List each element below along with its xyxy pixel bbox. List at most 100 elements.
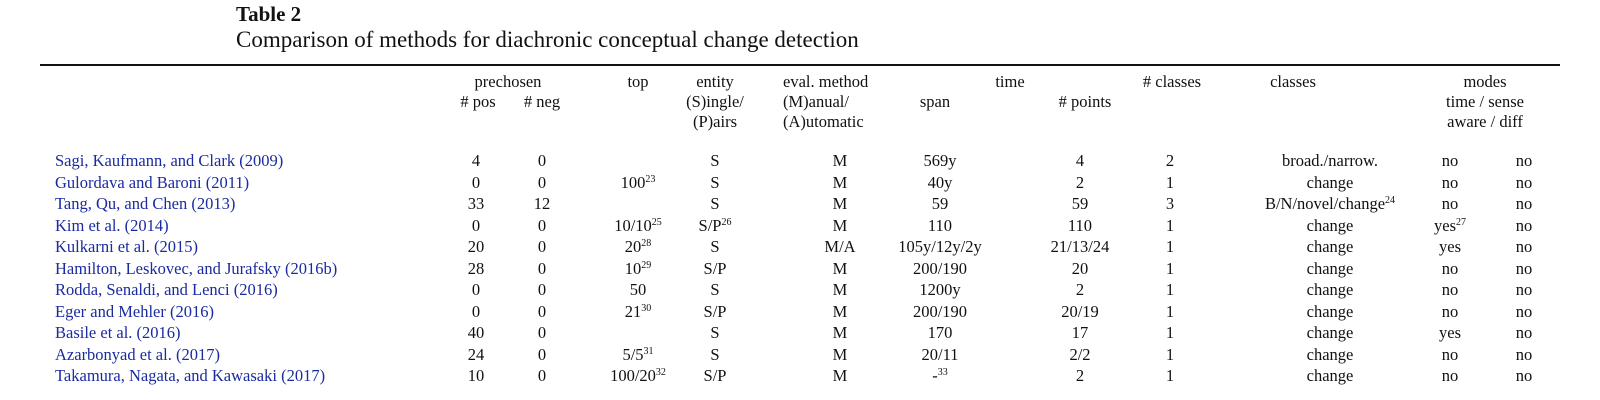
row-points: 20	[1020, 258, 1140, 279]
row-citation[interactable]: Rodda, Senaldi, and Lenci (2016)	[55, 279, 435, 300]
footnote-marker[interactable]: 32	[655, 367, 666, 378]
row-neg: 0	[512, 258, 572, 279]
header-span: span	[919, 92, 951, 111]
footnote-marker[interactable]: 24	[1385, 195, 1396, 206]
row-classes: change	[1210, 301, 1450, 322]
row-eval-value: M	[832, 280, 848, 299]
row-points-value: 2/2	[1069, 344, 1091, 364]
row-classes-value: change	[1306, 344, 1354, 364]
row-eval: M	[800, 193, 880, 214]
row-top-value: 20	[624, 237, 642, 256]
row-entity: S/P	[670, 365, 760, 386]
row-entity: S/P26	[670, 215, 760, 236]
row-span-value: 200/190	[912, 258, 968, 278]
row-entity-value: S/P	[703, 301, 727, 321]
row-citation-value: Eger and Mehler (2016)	[55, 301, 214, 321]
row-pos-value: 0	[471, 301, 481, 321]
row-classes: change	[1210, 279, 1450, 300]
row-classes-value: change	[1306, 172, 1354, 192]
footnote-marker[interactable]: 26	[721, 216, 732, 228]
footnote-marker[interactable]: 29	[641, 259, 652, 271]
row-span: 200/190	[870, 301, 1010, 322]
row-pos-value: 40	[467, 323, 485, 342]
footnote-marker[interactable]: 27	[1456, 216, 1466, 228]
row-top: 100/2032	[590, 365, 686, 386]
footnote-marker[interactable]: 28	[641, 238, 652, 249]
row-points-value: 110	[1067, 215, 1093, 235]
row-entity: S	[670, 172, 760, 193]
row-span: 569y	[870, 150, 1010, 171]
header-eval-2: (M)anual/	[783, 92, 849, 111]
row-eval-value: M	[832, 323, 848, 342]
row-neg-value: 0	[537, 172, 547, 192]
row-span-value: 40y	[927, 172, 953, 192]
row-citation[interactable]: Tang, Qu, and Chen (2013)	[55, 193, 435, 214]
row-diff-value: no	[1515, 323, 1533, 342]
row-aware-value: yes	[1439, 237, 1461, 256]
row-citation[interactable]: Azarbonyad et al. (2017)	[55, 344, 435, 365]
table-row: Sagi, Kaufmann, and Clark (2009) 4 0 S M 569y…	[0, 150, 1600, 171]
footnote-marker[interactable]: 33	[937, 367, 948, 378]
row-entity: S/P	[670, 258, 760, 279]
row-citation[interactable]: Eger and Mehler (2016)	[55, 301, 435, 322]
row-pos: 0	[448, 215, 504, 236]
row-citation[interactable]: Gulordava and Baroni (2011)	[55, 172, 435, 193]
row-aware-value: no	[1441, 194, 1459, 213]
header-prechosen: prechosen	[474, 72, 542, 91]
footnote-marker[interactable]: 23	[645, 173, 656, 185]
row-pos-value: 0	[471, 215, 481, 235]
row-eval: M	[800, 279, 880, 300]
row-entity: S	[670, 322, 760, 343]
row-neg: 0	[512, 301, 572, 322]
row-neg-value: 0	[537, 237, 547, 256]
row-entity-value: S	[710, 172, 720, 192]
row-points-value: 20	[1071, 258, 1089, 278]
row-aware-value: yes	[1439, 323, 1461, 342]
row-entity-value: S/P	[703, 366, 727, 385]
row-entity-value: S	[710, 323, 720, 342]
row-neg: 12	[512, 193, 572, 214]
row-aware: no	[1420, 279, 1480, 300]
row-diff: no	[1494, 365, 1554, 386]
row-nclasses: 1	[1150, 344, 1190, 365]
header-pos: # pos	[460, 92, 496, 111]
row-points: 2	[1020, 365, 1140, 386]
row-eval-value: M	[832, 194, 848, 213]
row-nclasses-value: 1	[1165, 172, 1175, 192]
row-citation[interactable]: Kim et al. (2014)	[55, 215, 435, 236]
row-citation[interactable]: Basile et al. (2016)	[55, 322, 435, 343]
footnote-marker[interactable]: 31	[643, 345, 654, 357]
row-neg: 0	[512, 279, 572, 300]
row-diff: no	[1494, 301, 1554, 322]
row-points-value: 2	[1075, 366, 1085, 385]
row-entity-value: S	[710, 151, 720, 170]
row-nclasses: 1	[1150, 258, 1190, 279]
row-nclasses: 2	[1150, 150, 1190, 171]
row-eval: M	[800, 365, 880, 386]
row-aware: no	[1420, 365, 1480, 386]
row-eval: M	[800, 215, 880, 236]
footnote-marker[interactable]: 25	[651, 216, 662, 228]
row-classes-value: B/N/novel/change	[1264, 194, 1386, 213]
row-citation[interactable]: Hamilton, Leskovec, and Jurafsky (2016b)	[55, 258, 435, 279]
table-title: Comparison of methods for diachronic con…	[236, 27, 859, 52]
row-top: 50	[590, 279, 686, 300]
row-span-value: 110	[927, 215, 953, 235]
row-pos: 24	[448, 344, 504, 365]
footnote-marker[interactable]: 30	[641, 302, 652, 314]
row-points-value: 2	[1075, 172, 1085, 192]
row-neg: 0	[512, 365, 572, 386]
row-pos-value: 0	[471, 172, 481, 192]
row-citation[interactable]: Kulkarni et al. (2015)	[55, 236, 435, 257]
row-entity: S	[670, 279, 760, 300]
row-nclasses-value: 1	[1165, 237, 1175, 256]
row-citation[interactable]: Sagi, Kaufmann, and Clark (2009)	[55, 150, 435, 171]
row-pos: 33	[448, 193, 504, 214]
row-span-value: 200/190	[912, 301, 968, 321]
row-points: 21/13/24	[1020, 236, 1140, 257]
row-citation[interactable]: Takamura, Nagata, and Kawasaki (2017)	[55, 365, 435, 386]
row-nclasses: 1	[1150, 215, 1190, 236]
row-points-value: 17	[1071, 323, 1089, 342]
row-span: 110	[870, 215, 1010, 236]
row-pos: 40	[448, 322, 504, 343]
